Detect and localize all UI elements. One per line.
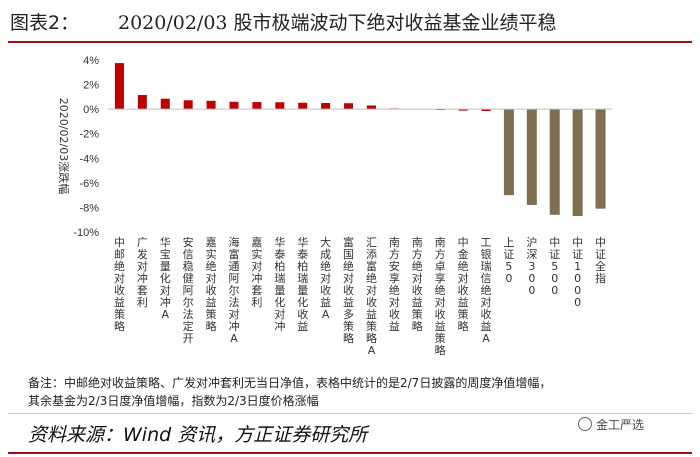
x-tick-label: 大成绝对收益 A	[320, 235, 331, 321]
y-tick-label: -6%	[79, 178, 99, 190]
y-tick-label: -10%	[73, 227, 99, 239]
bar	[344, 103, 354, 110]
page-title: 2020/02/03 股市极端波动下绝对收益基金业绩平稳	[118, 12, 557, 34]
wechat-icon	[578, 417, 592, 431]
x-tick-label: 沪深 3 0 0	[526, 235, 537, 297]
x-tick-label: 嘉实绝对收益策略	[206, 235, 217, 333]
bar	[549, 109, 560, 215]
x-tick-label: 华宝量化对冲 A	[160, 235, 171, 321]
x-tick-label: 汇添富绝对收益策略 A	[366, 236, 377, 357]
bar	[595, 109, 606, 209]
y-tick-label: -2%	[79, 129, 99, 141]
chart-header: 图表2： 2020/02/03 股市极端波动下绝对收益基金业绩平稳	[0, 0, 700, 44]
bar	[503, 109, 514, 196]
bar	[321, 103, 331, 110]
bar	[229, 101, 239, 110]
x-tick-label: 安信稳健阿尔法定开	[183, 235, 194, 345]
bar	[252, 102, 262, 110]
x-tick-label: 海富通阿尔法对冲 A	[229, 235, 240, 345]
chart-svg: 4% 2% 0% -2% -4% -6% -8% -10% 2020/02/03涨跌幅中邮绝对收…	[57, 55, 612, 357]
y-tick-label: 4%	[83, 55, 99, 67]
y-axis-label: 2020/02/03涨跌幅	[57, 98, 71, 194]
bar-chart: 4% 2% 0% -2% -4% -6% -8% -10% 2020/02/03涨跌幅中邮绝对收…	[0, 44, 700, 374]
x-tick-label: 南方卓享绝对收益策略	[435, 236, 446, 357]
x-tick-label: 上证 5 0	[503, 236, 514, 285]
bar	[298, 102, 308, 110]
x-tick-label: 华泰柏瑞量化收益	[297, 235, 308, 333]
x-tick-label: 南方绝对收益策略	[412, 236, 423, 333]
bar	[458, 109, 468, 111]
bottom-divider	[8, 452, 692, 454]
bar	[114, 63, 124, 110]
bar	[183, 100, 193, 110]
mid-divider	[8, 413, 692, 414]
y-tick-label: 0%	[83, 104, 99, 116]
x-tick-label: 工银瑞信绝对收益 A	[481, 236, 492, 345]
bar	[366, 105, 376, 110]
x-tick-label: 中证 5 0 0	[549, 236, 560, 297]
logo-text: 金工严选	[596, 417, 645, 432]
y-tick-label: -4%	[79, 153, 99, 165]
x-tick-label: 广发对冲套利	[137, 236, 148, 309]
bar	[275, 102, 285, 110]
bar	[526, 109, 537, 205]
top-divider	[8, 41, 692, 43]
y-tick-label: 2%	[83, 80, 99, 92]
x-tick-label: 华泰柏瑞量化对冲	[274, 235, 285, 333]
x-tick-label: 南方安享绝对收益	[389, 236, 400, 333]
x-tick-label: 嘉实对冲套利	[251, 235, 262, 309]
bar	[137, 95, 147, 110]
x-tick-label: 中邮绝对收益策略	[114, 236, 125, 333]
x-tick-label: 中证 1 0 0 0	[572, 236, 583, 309]
bar	[206, 100, 216, 110]
chart-note: 备注：中邮绝对收益策略、广发对冲套利无当日净值，表格中统计的是2/7日披露的周度…	[28, 374, 688, 410]
y-tick-label: -8%	[79, 202, 99, 214]
source-text: 资料来源：Wind 资讯，方正证券研究所	[28, 424, 368, 446]
note-line-2: 其余基金为2/3日度净值增幅，指数为2/3日度价格涨幅	[28, 394, 319, 408]
x-tick-label: 中金绝对收益策略	[458, 236, 469, 333]
x-tick-label: 中证全指	[595, 236, 606, 285]
note-line-1: 备注：中邮绝对收益策略、广发对冲套利无当日净值，表格中统计的是2/7日披露的周度…	[28, 376, 552, 390]
bar	[481, 109, 491, 111]
bar	[572, 109, 583, 217]
wechat-logo: 金工严选	[578, 414, 690, 434]
figure-label: 图表2：	[10, 12, 80, 34]
x-tick-label: 富国绝对收益多策略	[343, 235, 354, 345]
bar	[160, 98, 170, 110]
